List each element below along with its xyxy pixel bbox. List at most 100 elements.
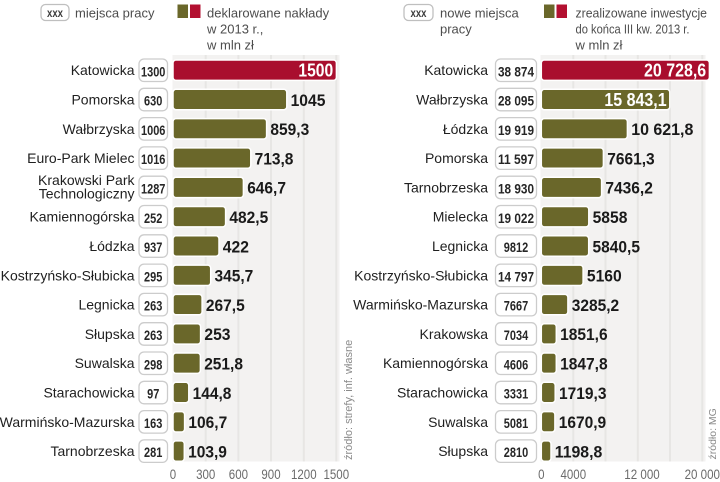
svg-text:646,7: 646,7: [247, 179, 286, 198]
svg-text:263: 263: [144, 327, 162, 343]
svg-text:144,8: 144,8: [193, 384, 232, 403]
svg-text:deklarowane nakłady: deklarowane nakłady: [207, 6, 330, 21]
svg-text:Tarnobrzeska: Tarnobrzeska: [50, 443, 134, 459]
svg-text:Legnicka: Legnicka: [432, 238, 488, 254]
svg-text:1045: 1045: [291, 91, 326, 110]
svg-text:19 919: 19 919: [498, 122, 534, 138]
svg-text:xxx: xxx: [411, 6, 427, 20]
svg-text:Pomorska: Pomorska: [71, 92, 134, 108]
svg-text:937: 937: [144, 239, 162, 255]
svg-text:1198,8: 1198,8: [555, 442, 603, 461]
svg-text:103,9: 103,9: [188, 442, 227, 461]
svg-text:267,5: 267,5: [206, 296, 245, 315]
svg-text:w 2013 r.,: w 2013 r.,: [206, 22, 263, 37]
svg-text:miejsca pracy: miejsca pracy: [75, 6, 155, 21]
svg-text:1300: 1300: [141, 63, 166, 79]
svg-text:3285,2: 3285,2: [572, 296, 620, 315]
svg-text:10 621,8: 10 621,8: [631, 120, 693, 139]
svg-text:97: 97: [147, 386, 159, 402]
svg-text:zrealizowane inwestycje: zrealizowane inwestycje: [576, 6, 708, 21]
svg-text:5858: 5858: [593, 208, 628, 227]
svg-text:7436,2: 7436,2: [605, 179, 653, 198]
svg-text:Katowicka: Katowicka: [424, 62, 488, 78]
svg-text:1006: 1006: [141, 122, 166, 138]
svg-text:900: 900: [261, 467, 280, 482]
svg-text:422: 422: [223, 237, 249, 256]
svg-text:Kostrzyńsko-Słubicka: Kostrzyńsko-Słubicka: [1, 267, 135, 283]
svg-text:pracy: pracy: [440, 22, 472, 37]
svg-text:9812: 9812: [504, 239, 529, 255]
svg-text:1287: 1287: [141, 181, 166, 197]
svg-text:600: 600: [229, 467, 248, 482]
svg-text:w mln zł: w mln zł: [575, 38, 623, 53]
svg-text:18 930: 18 930: [498, 181, 534, 197]
svg-text:Wałbrzyska: Wałbrzyska: [63, 121, 135, 137]
svg-text:Krakowski Park: Krakowski Park: [38, 172, 135, 188]
svg-text:4000: 4000: [561, 467, 587, 482]
svg-text:Warmińsko-Mazurska: Warmińsko-Mazurska: [353, 297, 488, 313]
svg-text:12 000: 12 000: [624, 467, 659, 482]
svg-text:106,7: 106,7: [188, 413, 227, 432]
svg-text:253: 253: [204, 325, 230, 344]
svg-text:w mln zł: w mln zł: [206, 38, 254, 53]
svg-text:4606: 4606: [504, 356, 529, 372]
svg-text:19 022: 19 022: [498, 210, 534, 226]
svg-text:Suwalska: Suwalska: [428, 414, 488, 430]
svg-text:859,3: 859,3: [270, 120, 309, 139]
svg-text:300: 300: [196, 467, 215, 482]
svg-text:5160: 5160: [587, 267, 622, 286]
svg-text:5840,5: 5840,5: [593, 237, 641, 256]
svg-text:20 000: 20 000: [685, 467, 720, 482]
svg-text:nowe miejsca: nowe miejsca: [440, 6, 520, 21]
svg-text:38 874: 38 874: [498, 63, 534, 79]
svg-text:7661,3: 7661,3: [607, 149, 655, 168]
svg-text:252: 252: [144, 210, 162, 226]
svg-text:źródło: MG: źródło: MG: [707, 408, 719, 459]
svg-text:11 597: 11 597: [498, 151, 534, 167]
svg-text:Warmińsko-Mazurska: Warmińsko-Mazurska: [0, 414, 135, 430]
svg-text:3331: 3331: [504, 386, 529, 402]
svg-text:Technologiczny: Technologiczny: [39, 185, 135, 201]
svg-text:14 797: 14 797: [498, 268, 534, 284]
svg-text:1670,9: 1670,9: [559, 413, 607, 432]
svg-text:713,8: 713,8: [255, 149, 294, 168]
svg-text:Kamiennogórska: Kamiennogórska: [383, 355, 488, 371]
svg-text:20 728,6: 20 728,6: [644, 61, 706, 81]
svg-text:1500: 1500: [298, 61, 333, 81]
svg-text:źródło: strefy, inf. własne: źródło: strefy, inf. własne: [343, 340, 355, 460]
svg-text:do końca III kw. 2013 r.: do końca III kw. 2013 r.: [576, 22, 690, 37]
svg-text:Łódzka: Łódzka: [443, 121, 488, 137]
svg-text:Słupska: Słupska: [85, 326, 135, 342]
svg-text:1016: 1016: [141, 151, 166, 167]
svg-text:251,8: 251,8: [204, 355, 243, 374]
svg-text:Starachowicka: Starachowicka: [43, 385, 134, 401]
svg-text:Łódzka: Łódzka: [89, 238, 134, 254]
svg-text:Kamiennogórska: Kamiennogórska: [29, 209, 134, 225]
svg-text:Suwalska: Suwalska: [75, 355, 135, 371]
svg-text:5081: 5081: [504, 415, 529, 431]
svg-text:1851,6: 1851,6: [560, 325, 608, 344]
svg-text:Mielecka: Mielecka: [433, 209, 488, 225]
svg-text:345,7: 345,7: [215, 267, 254, 286]
svg-text:1847,8: 1847,8: [560, 355, 608, 374]
svg-text:Krakowska: Krakowska: [420, 326, 489, 342]
svg-text:7034: 7034: [504, 327, 529, 343]
svg-text:0: 0: [170, 467, 176, 482]
svg-text:1500: 1500: [324, 467, 350, 482]
svg-text:Euro-Park Mielec: Euro-Park Mielec: [27, 150, 134, 166]
svg-text:15 843,1: 15 843,1: [604, 90, 666, 110]
svg-text:Starachowicka: Starachowicka: [397, 385, 488, 401]
svg-text:298: 298: [144, 356, 162, 372]
svg-text:Słupska: Słupska: [438, 443, 488, 459]
svg-text:2810: 2810: [504, 444, 529, 460]
svg-text:Pomorska: Pomorska: [425, 150, 488, 166]
svg-text:163: 163: [144, 415, 162, 431]
svg-text:630: 630: [144, 93, 162, 109]
svg-text:263: 263: [144, 298, 162, 314]
svg-text:Wałbrzyska: Wałbrzyska: [416, 92, 488, 108]
svg-text:1200: 1200: [291, 467, 317, 482]
svg-text:Kostrzyńsko-Słubicka: Kostrzyńsko-Słubicka: [354, 267, 488, 283]
svg-text:Tarnobrzeska: Tarnobrzeska: [404, 179, 488, 195]
svg-text:xxx: xxx: [47, 6, 63, 20]
svg-text:7667: 7667: [504, 298, 529, 314]
